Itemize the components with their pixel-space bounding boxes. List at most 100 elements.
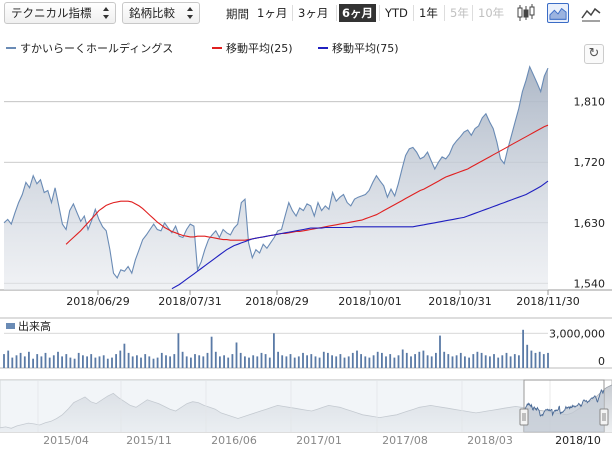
volume-bar [264,354,267,368]
x-tick-label: 2018/10/01 [338,295,401,308]
period-button[interactable]: 6ヶ月 [339,4,377,22]
volume-bar [268,357,271,368]
volume-bar [418,351,421,368]
volume-bar [28,351,30,368]
volume-bar [169,356,171,368]
volume-bar [393,357,396,368]
volume-bar [69,357,72,368]
volume-bar [32,358,34,368]
navigator-tick-label: 2015/04 [43,434,89,447]
volume-bar [518,355,520,368]
period-separator [292,5,293,21]
price-y-axis: 1,540 1,630 1,720 1,810 [574,96,606,291]
volume-bar [156,357,159,368]
volume-bar [140,357,142,368]
volume-bar [19,352,22,368]
volume-bar [131,356,134,368]
price-area [4,66,548,290]
volume-bar [57,351,59,368]
navigator-tick-label: 2018/03 [467,434,513,447]
legend-label: 移動平均(25) [226,42,293,55]
navigator-selection [523,379,605,433]
navigator-frame [0,379,612,433]
series-line [171,180,549,290]
volume-bar [256,356,259,368]
volume-bar [376,351,379,368]
volume-bar [277,351,279,368]
volume-bar [194,354,196,368]
volume-bar [148,356,151,368]
volume-bar [152,358,155,368]
candlestick-chart-icon[interactable] [515,3,537,23]
volume-bar [15,355,18,368]
volume-bar [235,342,238,368]
volume-bar [115,354,117,368]
volume-bar [335,356,338,368]
volume-bar [493,354,495,368]
volume-bar [144,354,147,368]
compare-dropdown[interactable]: 銘柄比較 [122,2,200,24]
volume-bar [414,354,416,368]
volume-bar [426,355,429,368]
volume-bar [497,357,500,368]
navigator-handle [599,408,609,426]
volume-chart: 出来高 0 3,000,000 [0,317,612,369]
volume-bar [223,355,225,368]
period-separator [413,5,414,21]
period-button[interactable]: 1ヶ月 [257,6,288,20]
volume-legend-label: 出来高 [18,319,51,333]
volume-bar [3,354,5,368]
period-label: 期間 [226,7,249,21]
volume-bar [455,355,458,368]
y-tick-label: 1,540 [574,277,606,290]
legend-item[interactable]: 移動平均(25) [212,40,293,56]
volume-bar [297,356,300,368]
volume-bar [472,354,475,368]
legend-item[interactable]: すかいらーくホールディングス [6,40,173,56]
volume-bar [401,349,404,368]
volume-bar [451,356,454,368]
legend-item[interactable]: 移動平均(75) [318,40,399,56]
refresh-button[interactable]: ↻ [584,44,604,64]
volume-bar [530,350,533,368]
technical-indicator-dropdown[interactable]: テクニカル指標 [4,2,116,24]
volume-bar [198,355,201,368]
dropdown-arrows-icon [187,7,194,19]
period-button[interactable]: YTD [385,6,408,20]
toolbar: テクニカル指標 銘柄比較 期間 1ヶ月 3ヶ月 6ヶ月 YTD 1年 5年 10年 [0,0,612,28]
volume-bar [94,357,97,368]
technical-indicator-label: テクニカル指標 [11,6,92,20]
volume-bar [44,352,47,368]
navigator-tick-label: 2017/08 [382,434,428,447]
navigator-tick-label: 2016/06 [211,434,257,447]
volume-bar [347,356,350,368]
volume-bar [111,357,113,368]
legend-swatch [318,47,328,49]
compare-label: 銘柄比較 [129,6,175,20]
series-line [65,124,549,245]
price-x-axis: 2018/06/29 2018/07/31 2018/08/29 2018/10/01… [66,290,580,308]
navigator-mask [0,380,524,432]
x-tick-label: 2018/10/31 [428,295,491,308]
volume-bar [364,356,367,368]
volume-bar [547,352,549,368]
area-chart-icon[interactable] [547,3,569,23]
line-chart-icon[interactable] [580,3,602,23]
period-button[interactable]: 3ヶ月 [298,6,329,20]
volume-bar [7,350,10,368]
volume-bar [289,354,292,368]
navigator-tick-label: 2017/01 [296,434,342,447]
period-button[interactable]: 1年 [419,6,438,20]
volume-bar [318,357,321,368]
period-separator [336,5,337,21]
volume-bar [273,333,275,368]
volume-bar [52,355,55,368]
x-tick-label: 2018/06/29 [66,295,129,308]
volume-bar [160,352,163,368]
volume-bar [86,356,88,368]
volume-bar [314,356,317,368]
refresh-icon: ↻ [588,46,600,61]
volume-bar [61,356,63,368]
volume-bar [214,351,217,368]
volume-bar [343,357,346,368]
